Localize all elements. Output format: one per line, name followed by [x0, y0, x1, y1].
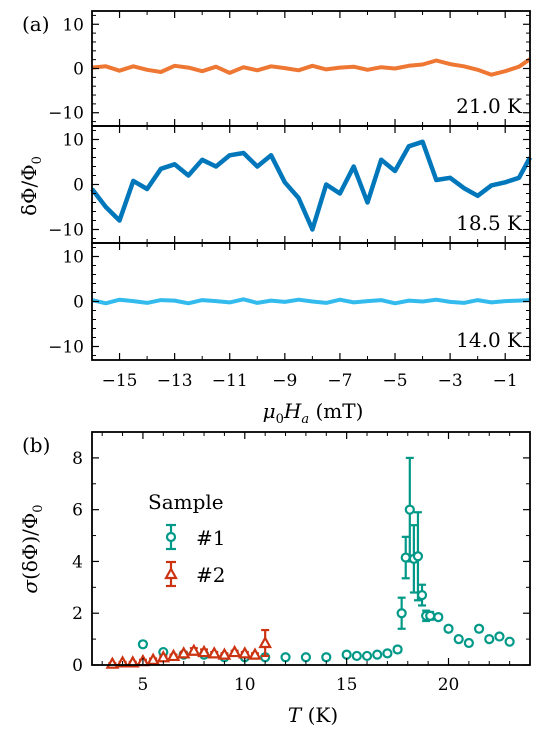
ytick-label: 8: [72, 449, 83, 469]
data-point-triangle: [217, 647, 232, 660]
data-point-circle: [341, 649, 352, 660]
ytick-label: 10: [62, 131, 84, 151]
legend-marker-triangle: [164, 566, 178, 580]
data-point-circle: [361, 650, 373, 662]
xtick-label: 10: [234, 675, 256, 695]
data-point-circle: [494, 631, 505, 642]
data-point-circle: [392, 644, 403, 655]
data-point-triangle: [105, 656, 120, 669]
series-label: 21.0 K: [456, 94, 523, 118]
series-label: 18.5 K: [456, 211, 523, 235]
ytick-label: 0: [73, 293, 84, 313]
panel-a-lines: [90, 57, 532, 306]
xtick-label: 5: [138, 675, 149, 695]
data-point-circle: [504, 636, 515, 647]
xtick-label: −9: [272, 371, 297, 391]
xtick-label: 20: [438, 675, 460, 695]
data-point-circle: [351, 650, 362, 662]
legend-items: #1 #2: [164, 523, 225, 588]
data-point-circle: [425, 610, 436, 621]
data-point-circle: [382, 648, 393, 659]
panel-b-frame: [91, 431, 531, 666]
data-point-triangle: [197, 644, 211, 658]
ytick-label: 0: [73, 176, 84, 196]
ytick-label: 0: [72, 656, 83, 676]
legend-marker-circle: [165, 531, 177, 543]
data-point-circle: [404, 504, 415, 515]
legend-title: Sample: [148, 490, 224, 514]
panel-b-ticks: 0 2 4 6 8 5 10 15 20: [72, 431, 531, 695]
series-line-14-0-K: [91, 297, 531, 306]
data-point-triangle: [176, 646, 191, 659]
panel-b: 0 2 4 6 8 5 10 15 20 σ(δΦ)/Φ0 T (K) Sample #1 #2: [18, 431, 531, 727]
data-point-circle: [396, 608, 407, 619]
xtick-label: −13: [157, 371, 193, 391]
panel-a-label: (a): [22, 12, 50, 36]
data-point-circle: [372, 649, 383, 660]
xtick-label: 15: [336, 675, 358, 695]
xtick-label: −5: [382, 371, 407, 391]
data-point-circle: [433, 612, 444, 623]
ytick-label: 10: [62, 15, 84, 35]
xtick-label: −1: [493, 371, 518, 391]
data-point-circle: [463, 637, 474, 649]
ytick-label: −10: [48, 221, 84, 241]
data-point-triangle: [166, 648, 181, 662]
ytick-label: 10: [62, 248, 84, 268]
data-point-circle: [280, 652, 291, 663]
data-point-circle: [484, 634, 495, 645]
ytick-label: 6: [72, 501, 83, 521]
series-line-18-5-K: [90, 139, 532, 232]
legend-label: #2: [196, 563, 225, 587]
series-line-21-0-K: [91, 57, 532, 77]
ytick-label: −10: [48, 338, 84, 358]
xtick-label: −15: [102, 371, 138, 391]
ytick-label: 0: [73, 60, 84, 80]
xtick-label: −7: [327, 371, 352, 391]
data-point-circle: [300, 652, 312, 663]
data-point-triangle: [237, 646, 252, 659]
data-point-circle: [416, 589, 428, 601]
data-point-circle: [473, 623, 485, 634]
panel-a-ylabel: δΦ/Φ0: [17, 156, 45, 216]
data-point-triangle: [258, 635, 273, 649]
series-label: 14.0 K: [456, 328, 523, 352]
ytick-label: −10: [48, 104, 84, 124]
panel-a-xlabel: μ0Ha (mT): [263, 399, 364, 427]
ytick-label: 2: [72, 604, 83, 624]
data-point-triangle: [146, 652, 160, 665]
panel-b-label: (b): [22, 433, 50, 457]
data-point-circle: [412, 551, 424, 562]
xtick-label: −3: [438, 371, 463, 391]
data-point-circle: [443, 623, 454, 634]
data-point-triangle: [248, 647, 262, 660]
legend-label: #1: [196, 526, 225, 550]
xtick-label: −11: [212, 371, 248, 391]
data-point-triangle: [227, 644, 242, 658]
ytick-label: 4: [72, 552, 83, 572]
data-point-triangle: [186, 643, 201, 656]
panel-b-xlabel: T (K): [288, 703, 338, 727]
data-point-triangle: [207, 646, 222, 659]
data-point-circle: [137, 639, 149, 650]
data-point-circle: [453, 634, 464, 645]
panel-b-ylabel: σ(δΦ)/Φ0: [18, 504, 46, 593]
legend: Sample #1 #2: [148, 490, 225, 588]
data-point-circle: [321, 652, 332, 663]
